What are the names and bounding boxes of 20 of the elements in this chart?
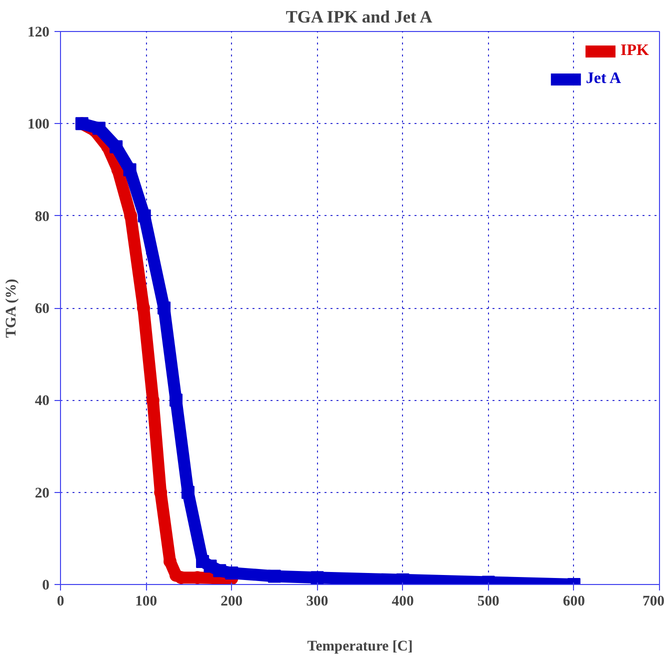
y-tick-label: 80 — [34, 208, 50, 225]
y-tick-label: 0 — [42, 578, 50, 594]
x-tick-label: 300 — [306, 594, 328, 610]
chart-title: TGA IPK and Jet A — [286, 8, 433, 26]
x-tick-label: 100 — [135, 594, 158, 610]
y-axis-title: TGA (%) — [4, 278, 20, 338]
y-tick-label: 120 — [28, 24, 50, 40]
y-tick-label: 60 — [34, 301, 50, 317]
x-tick-label: 500 — [477, 594, 500, 610]
legend-label: IPK — [620, 42, 649, 60]
x-tick-label: 0 — [56, 594, 64, 610]
y-tick-label: 100 — [28, 116, 50, 133]
x-tick-label: 600 — [562, 594, 585, 610]
x-axis-title: Temperature [C] — [307, 638, 413, 654]
x-tick-label: 400 — [392, 594, 414, 610]
y-tick-label: 20 — [34, 485, 50, 502]
x-tick-label: 700 — [642, 594, 664, 610]
x-tick-label: 200 — [220, 594, 243, 610]
y-tick-label: 40 — [34, 393, 50, 410]
legend-label: Jet A — [586, 70, 621, 88]
